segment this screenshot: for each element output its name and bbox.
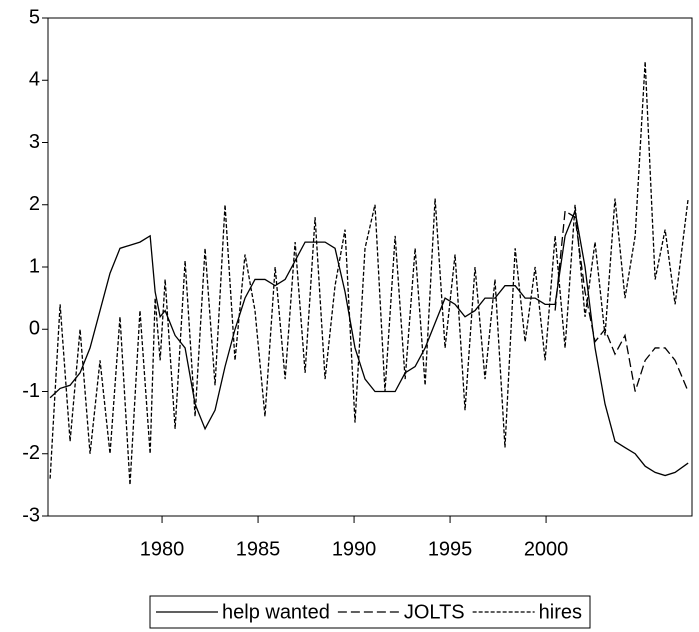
y-tick-label: -2 <box>22 442 40 464</box>
x-tick-label: 1980 <box>140 538 185 560</box>
series-line <box>49 61 689 485</box>
y-tick-label: 4 <box>29 69 40 91</box>
legend-label: hires <box>539 601 582 623</box>
legend-box <box>149 595 591 629</box>
legend-label: JOLTS <box>404 601 465 623</box>
x-tick-label: 2000 <box>524 538 569 560</box>
legend: help wanted JOLTS hires <box>149 595 591 629</box>
y-tick-label: -3 <box>22 504 40 526</box>
y-tick-label: -1 <box>22 380 40 402</box>
x-tick-label: 1990 <box>332 538 377 560</box>
legend-label: help wanted <box>222 601 330 623</box>
y-tick-label: 5 <box>29 6 40 28</box>
y-tick-label: 0 <box>29 318 40 340</box>
series-line <box>49 208 689 477</box>
y-tick-label: 3 <box>29 131 40 153</box>
y-tick-label: 2 <box>29 193 40 215</box>
y-tick-label: 1 <box>29 255 40 277</box>
plot-frame <box>47 17 693 517</box>
x-tick-label: 1995 <box>428 538 473 560</box>
x-tick-label: 1985 <box>236 538 281 560</box>
series-line <box>554 209 689 392</box>
